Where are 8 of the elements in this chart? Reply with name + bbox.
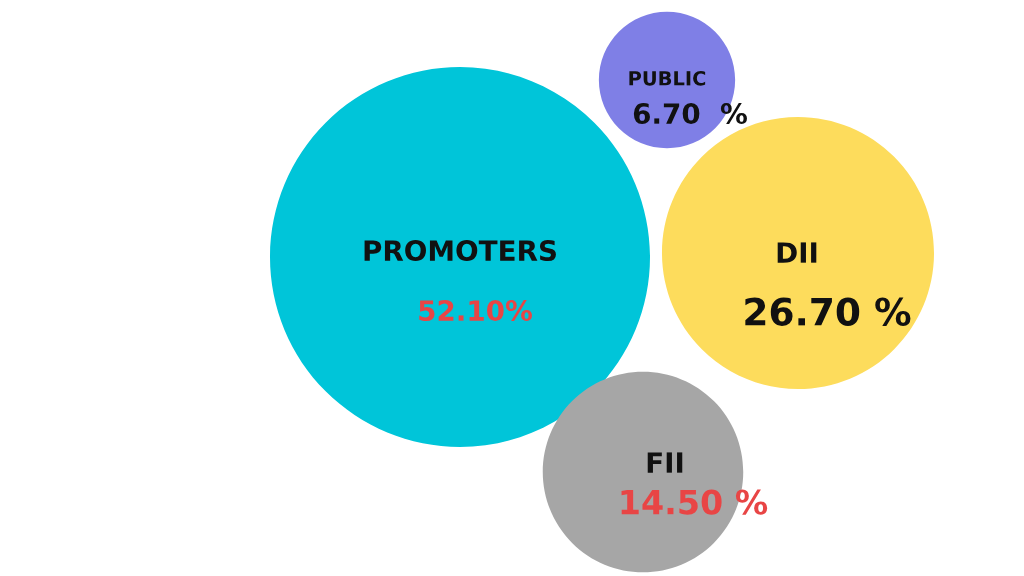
category-label: PUBLIC [629,70,706,86]
category-label: PROMOTERS [364,240,556,262]
data-label: 14.50 % [621,489,768,515]
data-label: 6.70 % [633,103,747,125]
category-label: DII [777,242,817,263]
data-label: 26.70 % [745,297,911,326]
data-label: 52.10% [419,300,532,322]
category-label: FII [647,452,683,473]
